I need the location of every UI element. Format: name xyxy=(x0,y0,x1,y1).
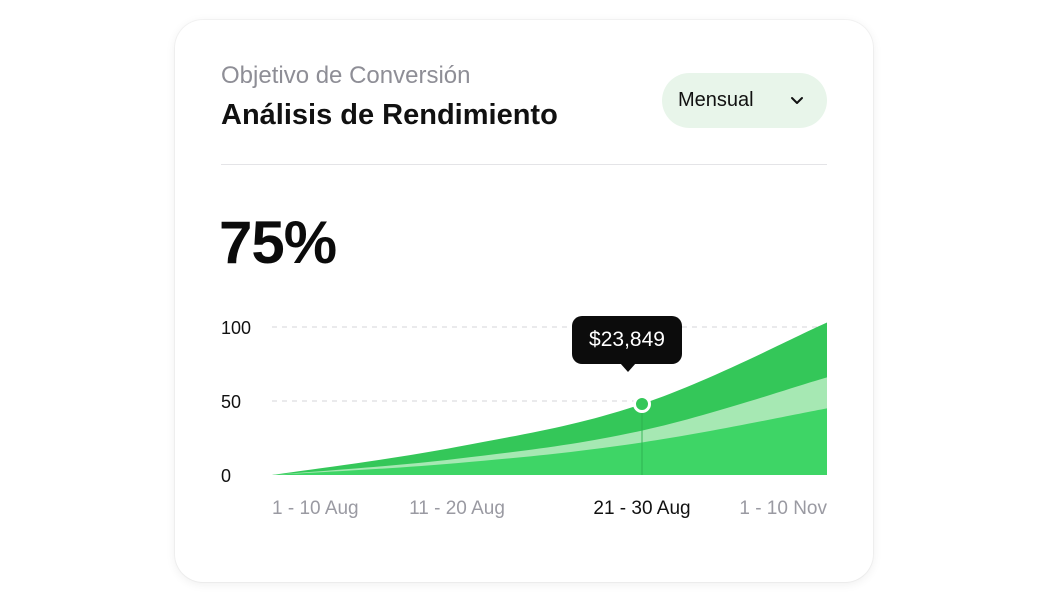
x-tick-label: 11 - 20 Aug xyxy=(409,498,505,519)
conversion-percentage: 75% xyxy=(219,209,337,276)
x-tick-label: 21 - 30 Aug xyxy=(593,498,690,519)
header-divider xyxy=(221,164,827,165)
y-tick-label: 0 xyxy=(221,466,231,486)
y-tick-label: 100 xyxy=(221,318,251,338)
area-series-3 xyxy=(272,408,827,475)
chart-tooltip: $23,849 xyxy=(572,316,682,364)
period-dropdown-label: Mensual xyxy=(678,89,754,111)
x-tick-label: 1 - 10 Nov xyxy=(739,498,827,519)
highlight-point xyxy=(633,394,651,413)
x-tick-label: 1 - 10 Aug xyxy=(272,498,359,519)
card-title: Análisis de Rendimiento xyxy=(221,99,558,131)
performance-card: Objetivo de Conversión Análisis de Rendi… xyxy=(175,20,873,582)
tooltip-arrow xyxy=(620,363,636,372)
card-subtitle: Objetivo de Conversión xyxy=(221,62,471,89)
performance-area-chart: 0 50 100 1 - 10 Aug 11 - 20 Aug 21 - 30 Aug 1 … xyxy=(221,318,827,519)
y-tick-label: 50 xyxy=(221,392,241,412)
period-dropdown[interactable]: Mensual xyxy=(662,73,827,128)
chevron-down-icon xyxy=(791,97,803,104)
